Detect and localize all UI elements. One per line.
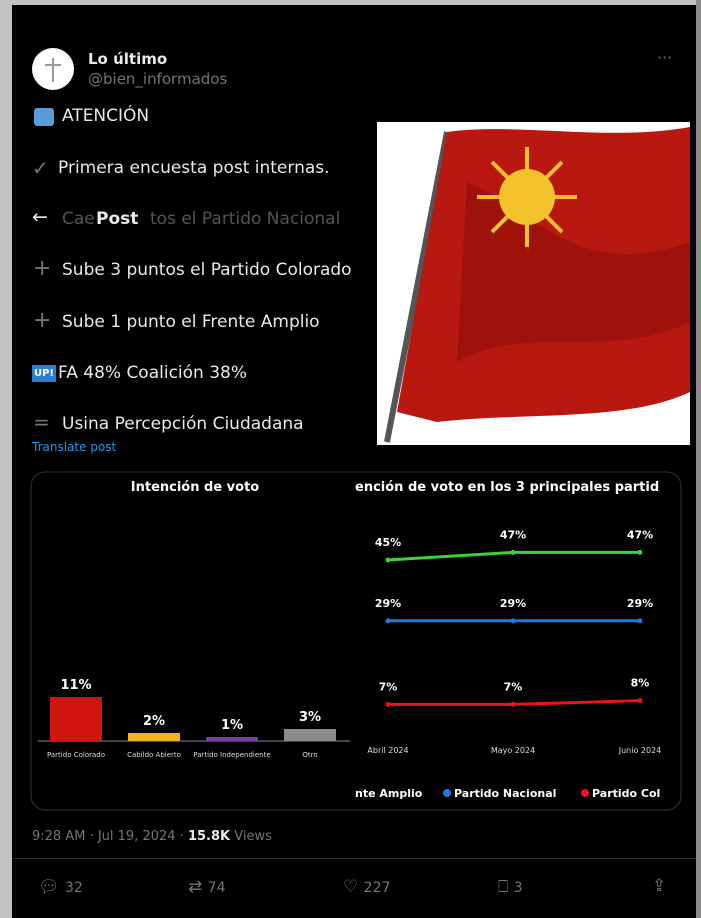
chart-title: ención de voto en los 3 principales part… — [355, 480, 659, 495]
legend-label: Partido Col — [592, 787, 660, 800]
bookmark-button[interactable]: ⎕ 3 — [498, 877, 523, 897]
x-label: Junio 2024 — [618, 746, 662, 755]
x-label: Mayo 2024 — [491, 746, 535, 755]
value-label: 7% — [379, 680, 398, 693]
tweet-line: tos el Partido Nacional — [150, 209, 340, 229]
share-button[interactable]: ⇪ — [652, 876, 666, 896]
chart-image: Intención de voto ención de voto en los … — [30, 471, 682, 811]
nav-title: Post — [96, 209, 138, 229]
value-label: 45% — [375, 536, 401, 549]
reply-count: 32 — [65, 880, 83, 896]
point — [638, 698, 643, 703]
tweet-line: Cae — [62, 209, 95, 229]
category-label: Cabildo Abierto — [127, 751, 181, 759]
flag-image — [377, 122, 690, 445]
value-label: 29% — [627, 597, 653, 610]
check-icon: ✓ — [32, 156, 49, 180]
handle[interactable]: @bien_informados — [88, 70, 227, 88]
legend-marker — [443, 789, 451, 797]
avatar-icon — [32, 48, 74, 90]
more-button[interactable]: ··· — [657, 48, 672, 67]
category-label: Partido Independiente — [193, 751, 270, 759]
value-label: 47% — [627, 528, 653, 541]
equals-icon: = — [33, 410, 50, 434]
back-arrow[interactable]: ← — [32, 206, 48, 228]
time: 9:28 AM · Jul 19, 2024 · — [32, 829, 188, 844]
value-label: 47% — [500, 528, 526, 541]
value-label: 8% — [631, 677, 650, 690]
tweet-line: Usina Percepción Ciudadana — [62, 414, 304, 434]
value-label: 29% — [500, 597, 526, 610]
emoji-icon — [34, 108, 54, 126]
avatar[interactable] — [32, 48, 74, 90]
category-label: Otro — [302, 751, 317, 759]
point — [638, 618, 643, 623]
value-label: 7% — [504, 680, 523, 693]
x-label: Abril 2024 — [367, 746, 408, 755]
point — [386, 618, 391, 623]
point — [511, 550, 516, 555]
like-count: 227 — [364, 880, 391, 896]
repost-count: 74 — [208, 880, 226, 896]
reply-button[interactable]: 💬︎ 32 — [38, 877, 83, 897]
bar — [206, 737, 258, 741]
views-count: 15.8K — [188, 829, 230, 844]
bar — [128, 733, 180, 741]
point — [386, 558, 391, 563]
legend-marker — [581, 789, 589, 797]
point — [511, 702, 516, 707]
value-label: 2% — [143, 714, 165, 729]
legend-label: Partido Nacional — [454, 787, 556, 800]
tweet-line: ATENCIÓN — [62, 106, 149, 126]
plus-icon: + — [33, 308, 51, 333]
tweet-line: Primera encuesta post internas. — [58, 158, 330, 178]
point — [386, 702, 391, 707]
plus-icon: + — [33, 256, 51, 281]
scrollbar — [696, 0, 701, 918]
page: {"header": {"name": "Lo último", "handle… — [0, 0, 701, 918]
point — [511, 618, 516, 623]
category-label: Partido Colorado — [47, 751, 105, 759]
tweet-line: Sube 1 punto el Frente Amplio — [62, 312, 320, 332]
value-label: 3% — [299, 710, 321, 725]
badge: UP! — [32, 365, 56, 382]
bar — [50, 697, 102, 741]
point — [638, 550, 643, 555]
value-label: 11% — [60, 678, 91, 693]
views-label: Views — [230, 829, 272, 844]
repost-button[interactable]: ⇄ 74 — [188, 877, 225, 897]
value-label: 29% — [375, 597, 401, 610]
legend-label: nte Amplio — [355, 787, 423, 800]
tweet-line: Sube 3 puntos el Partido Colorado — [62, 260, 352, 280]
like-button[interactable]: ♡ 227 — [343, 877, 390, 897]
divider — [12, 858, 696, 859]
bar — [284, 729, 336, 741]
chart-title: Intención de voto — [131, 480, 260, 495]
timestamp: 9:28 AM · Jul 19, 2024 · 15.8K Views — [32, 829, 272, 844]
value-label: 1% — [221, 718, 243, 733]
translate-link[interactable]: Translate post — [32, 440, 116, 454]
tweet-line: FA 48% Coalición 38% — [58, 363, 247, 383]
display-name[interactable]: Lo último — [88, 50, 167, 68]
bookmark-count: 3 — [514, 880, 523, 896]
